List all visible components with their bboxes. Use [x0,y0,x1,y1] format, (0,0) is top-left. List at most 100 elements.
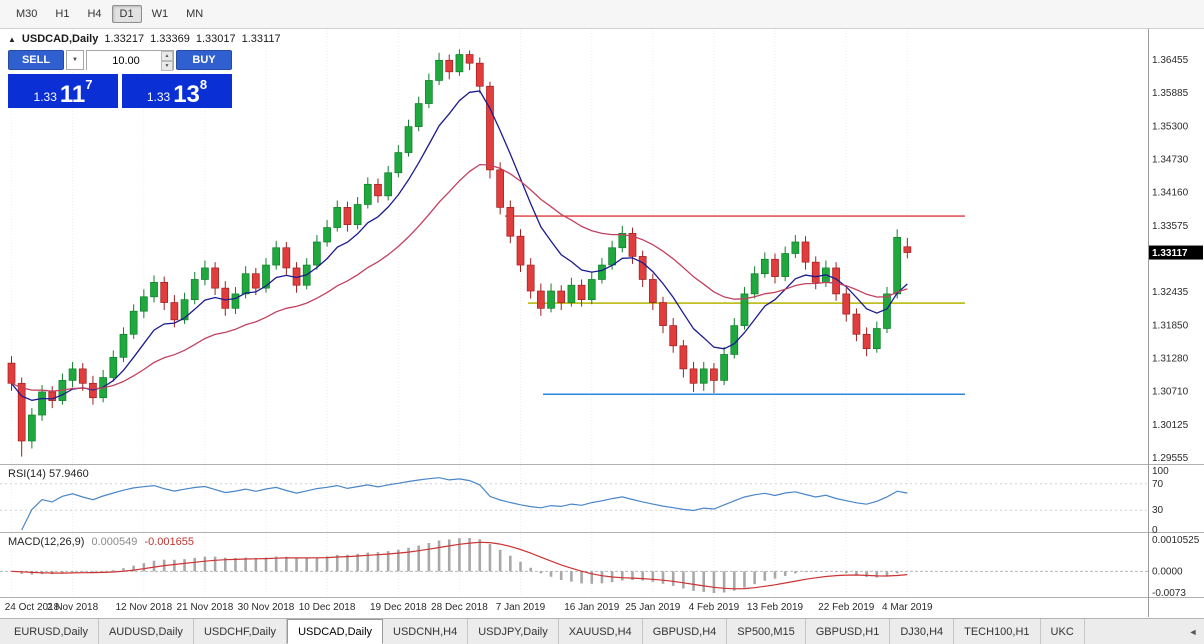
tab-usdcnh-h4[interactable]: USDCNH,H4 [383,619,469,644]
candle-body [598,264,606,280]
candle-body [201,267,209,280]
buy-button[interactable]: BUY [176,50,232,70]
one-click-trading-panel: SELL ▼ ▲ ▼ BUY 1.33 11 7 1.33 13 8 [8,50,232,108]
date-axis-label: 21 Nov 2018 [177,602,234,613]
candle-body [48,391,57,401]
timeframe-toolbar: M30 H1 H4 D1 W1 MN [0,0,1204,29]
macd-signal-line [11,541,908,590]
date-axis-label: 13 Feb 2019 [747,602,804,613]
candle-body [180,299,189,321]
ohlc-high-value: 1.33369 [150,33,190,45]
timeframe-button-h4[interactable]: H4 [87,8,102,20]
candle-body [78,368,87,384]
candle-body [679,345,688,370]
date-axis-label: 10 Dec 2018 [299,602,356,613]
order-type-dropdown[interactable]: ▼ [66,50,84,70]
sell-button[interactable]: SELL [8,50,64,70]
chevron-down-icon: ▼ [72,57,78,63]
tab-eurusd-daily[interactable]: EURUSD,Daily [4,619,99,644]
one-click-toggle-icon[interactable]: ▲ [8,34,16,44]
candle-body [903,246,912,253]
price-axis-label: 1.34730 [1152,154,1189,165]
candle-body [221,287,230,309]
tab-gbpusd-h4[interactable]: GBPUSD,H4 [643,619,728,644]
sell-price-button[interactable]: 1.33 11 7 [8,74,118,108]
price-axis-label: 1.29555 [1152,453,1189,464]
candle-body [475,62,484,87]
candle-body [577,284,586,301]
macd-main-value: 0.000549 [91,536,138,548]
tab-usdjpy-daily[interactable]: USDJPY,Daily [468,619,559,644]
candle-body [781,253,790,277]
date-axis-label: 12 Nov 2018 [115,602,172,613]
timeframe-button-m30[interactable]: M30 [16,8,38,20]
candle-body [648,279,657,303]
rsi-current-value: 57.9460 [48,468,89,480]
candle-body [506,207,515,237]
candle-body [28,414,36,442]
price-axis-label: 1.30710 [1152,386,1189,397]
candle-body [455,54,464,73]
tab-sp500-m15[interactable]: SP500,M15 [727,619,806,644]
candle-body [750,273,759,295]
price-axis-label: 1.35885 [1152,88,1189,99]
ma-fast-line [10,90,908,401]
rsi-axis-label: 70 [1152,479,1164,490]
timeframe-button-h1[interactable]: H1 [55,8,70,20]
candle-body [699,368,708,384]
candle-body [547,290,555,309]
tab-dj30-h4[interactable]: DJ30,H4 [890,619,955,644]
ohlc-open-value: 1.33217 [104,33,145,45]
candle-body [516,235,525,266]
candle-body [842,293,851,315]
current-price-label: 1.33117 [1152,248,1188,259]
date-axis-label: 30 Nov 2018 [238,602,295,613]
tab-usdchf-daily[interactable]: USDCHF,Daily [194,619,288,644]
bid-price-pip: 7 [85,77,93,92]
candle-body [119,333,128,358]
candle-body [760,258,769,275]
date-axis-label: 24 Oct 2018 [5,602,60,613]
volume-input[interactable] [87,52,173,70]
candle-body [211,267,219,289]
volume-decrease-button[interactable]: ▼ [161,61,173,71]
date-axis-label: 22 Feb 2019 [818,602,875,613]
price-axis-label: 1.35300 [1152,122,1189,133]
tab-tech100-h1[interactable]: TECH100,H1 [954,619,1041,644]
price-axis-label: 1.30125 [1152,420,1189,431]
candle-body [343,207,352,226]
candle-body [353,204,362,226]
tab-xauusd-h4[interactable]: XAUUSD,H4 [559,619,643,644]
candle-body [801,241,810,263]
price-axis-label: 1.36455 [1152,55,1189,66]
candle-body [893,237,902,295]
candle-body [68,368,77,381]
date-axis-label: 4 Feb 2019 [689,602,740,613]
candle-body [190,279,199,301]
date-axis-label: 16 Jan 2019 [564,602,619,613]
candle-body [872,328,881,350]
ask-price-main: 13 [173,81,200,108]
candle-body [282,247,291,269]
timeframe-button-mn[interactable]: MN [186,8,204,20]
candle-body [262,264,270,289]
date-axis-label: 7 Jan 2019 [496,602,546,613]
date-axis-label: 19 Dec 2018 [370,602,427,613]
ma-slow-line [11,163,908,392]
tab-usdcad-daily[interactable]: USDCAD,Daily [287,619,384,644]
tab-scroll-left-button[interactable]: ◄ [1188,626,1198,637]
tab-ukc[interactable]: UKC [1041,619,1085,644]
buy-price-button[interactable]: 1.33 13 8 [122,74,232,108]
macd-signal-value: -0.001655 [144,536,194,548]
volume-increase-button[interactable]: ▲ [161,51,173,61]
tab-gbpusd-h1[interactable]: GBPUSD,H1 [806,619,891,644]
candle-body [567,284,576,303]
candle-body [608,247,616,266]
tab-audusd-daily[interactable]: AUDUSD,Daily [99,619,194,644]
timeframe-button-d1[interactable]: D1 [111,5,142,23]
chart-tab-bar: EURUSD,Daily AUDUSD,Daily USDCHF,Daily U… [0,618,1204,644]
timeframe-button-w1[interactable]: W1 [151,8,169,20]
candle-body [38,391,46,416]
candle-body [659,302,667,326]
